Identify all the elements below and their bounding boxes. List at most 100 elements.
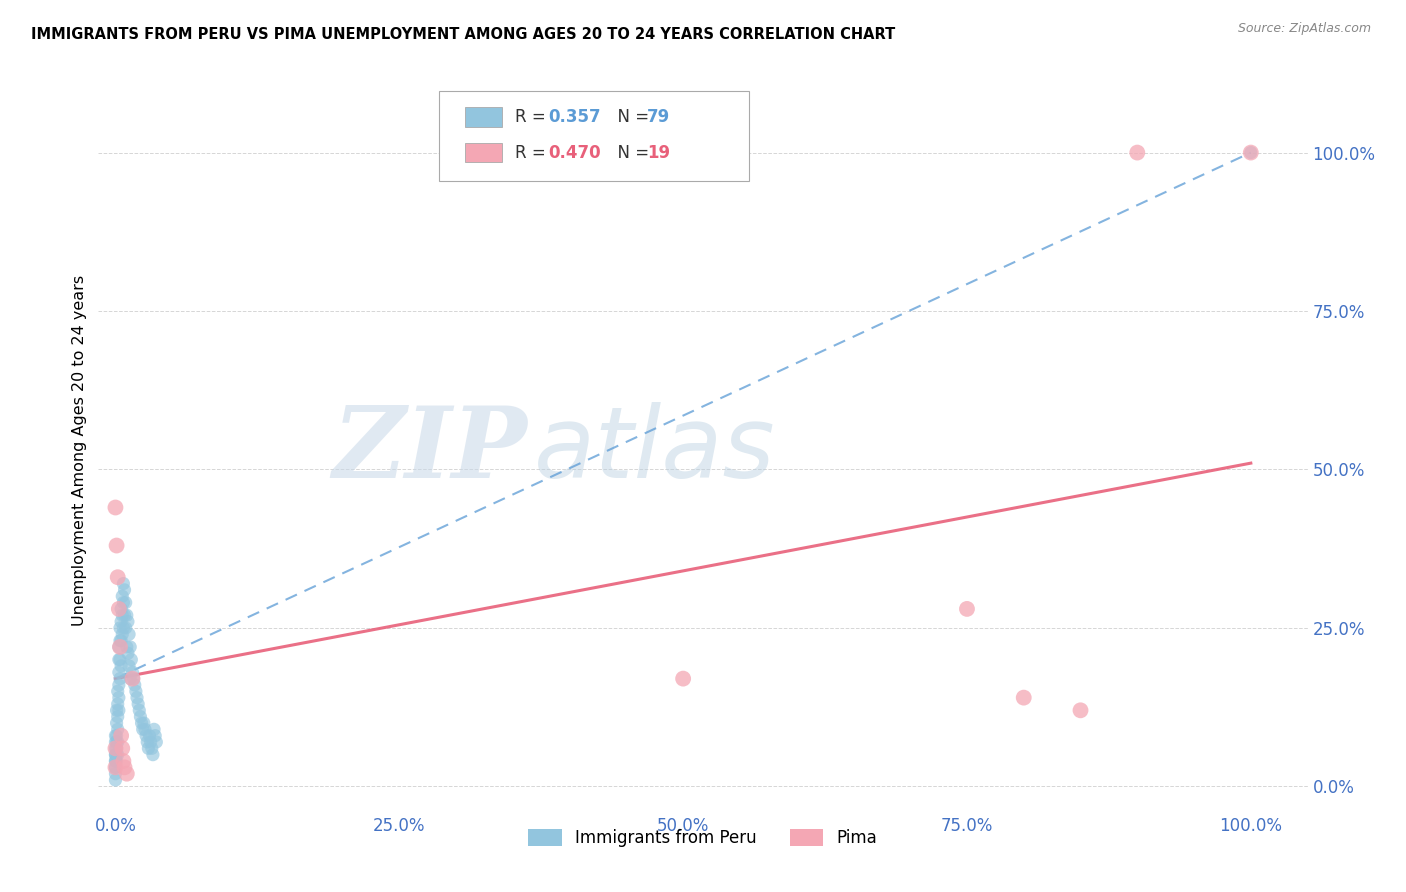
Point	[104, 766, 127, 780]
Point	[141, 741, 163, 756]
Point	[108, 602, 131, 616]
Text: 79: 79	[647, 108, 671, 126]
Point	[114, 596, 136, 610]
Point	[110, 615, 132, 629]
Text: ZIP: ZIP	[333, 402, 527, 499]
Point	[110, 659, 132, 673]
Point	[1240, 145, 1263, 160]
Text: atlas: atlas	[534, 402, 775, 499]
Point	[105, 729, 128, 743]
Text: Source: ZipAtlas.com: Source: ZipAtlas.com	[1237, 22, 1371, 36]
Point	[112, 576, 135, 591]
Point	[104, 754, 127, 768]
Point	[139, 735, 162, 749]
Point	[107, 723, 129, 737]
Point	[110, 633, 132, 648]
Point	[118, 659, 141, 673]
Point	[111, 608, 134, 623]
Point	[104, 729, 127, 743]
Point	[125, 690, 148, 705]
Point	[112, 754, 135, 768]
Point	[110, 729, 132, 743]
Point	[105, 539, 128, 553]
Legend: Immigrants from Peru, Pima: Immigrants from Peru, Pima	[522, 822, 884, 854]
Point	[108, 652, 131, 666]
Point	[104, 772, 127, 787]
Point	[104, 747, 127, 762]
Point	[118, 627, 141, 641]
Point	[142, 747, 165, 762]
Point	[1126, 145, 1149, 160]
Point	[105, 716, 128, 731]
Point	[108, 640, 131, 654]
Point	[125, 684, 148, 698]
Point	[104, 741, 127, 756]
Point	[115, 766, 138, 780]
Point	[108, 665, 131, 680]
Point	[110, 602, 132, 616]
Point	[108, 640, 131, 654]
Point	[104, 747, 127, 762]
Y-axis label: Unemployment Among Ages 20 to 24 years: Unemployment Among Ages 20 to 24 years	[72, 275, 87, 626]
Point	[112, 621, 135, 635]
Point	[112, 596, 135, 610]
Point	[131, 716, 153, 731]
Text: N =: N =	[607, 108, 655, 126]
Point	[115, 608, 138, 623]
Point	[115, 640, 138, 654]
Point	[956, 602, 979, 616]
Point	[104, 760, 127, 774]
Point	[124, 678, 146, 692]
Point	[108, 690, 131, 705]
Point	[108, 678, 131, 692]
Point	[105, 747, 128, 762]
Point	[672, 672, 695, 686]
Point	[104, 760, 127, 774]
Text: 19: 19	[647, 144, 669, 161]
Point	[120, 640, 142, 654]
Text: IMMIGRANTS FROM PERU VS PIMA UNEMPLOYMENT AMONG AGES 20 TO 24 YEARS CORRELATION : IMMIGRANTS FROM PERU VS PIMA UNEMPLOYMEN…	[31, 27, 896, 42]
Point	[108, 703, 131, 717]
Point	[134, 723, 156, 737]
Point	[105, 703, 128, 717]
Point	[104, 754, 127, 768]
Point	[138, 741, 160, 756]
Point	[138, 729, 160, 743]
Point	[104, 760, 127, 774]
Point	[108, 621, 131, 635]
Text: 0.470: 0.470	[548, 144, 600, 161]
Point	[135, 729, 157, 743]
Point	[143, 723, 166, 737]
Point	[121, 672, 143, 686]
Point	[105, 735, 128, 749]
Point	[111, 627, 134, 641]
Point	[120, 672, 142, 686]
Point	[117, 615, 139, 629]
Point	[105, 754, 128, 768]
Point	[129, 709, 152, 723]
Point	[107, 570, 129, 584]
Point	[108, 652, 131, 666]
Point	[114, 582, 136, 597]
Point	[108, 672, 131, 686]
Point	[107, 735, 129, 749]
Point	[108, 633, 131, 648]
Text: R =: R =	[515, 108, 551, 126]
Point	[111, 741, 134, 756]
Point	[117, 646, 139, 660]
Point	[105, 741, 128, 756]
Point	[107, 747, 129, 762]
Point	[1012, 690, 1035, 705]
Point	[111, 589, 134, 603]
Point	[104, 735, 127, 749]
Text: R =: R =	[515, 144, 551, 161]
Text: 0.357: 0.357	[548, 108, 600, 126]
Point	[128, 703, 150, 717]
Point	[107, 684, 129, 698]
Text: N =: N =	[607, 144, 655, 161]
Point	[104, 741, 127, 756]
Point	[136, 735, 159, 749]
Point	[114, 760, 136, 774]
Point	[122, 672, 145, 686]
Point	[143, 729, 166, 743]
